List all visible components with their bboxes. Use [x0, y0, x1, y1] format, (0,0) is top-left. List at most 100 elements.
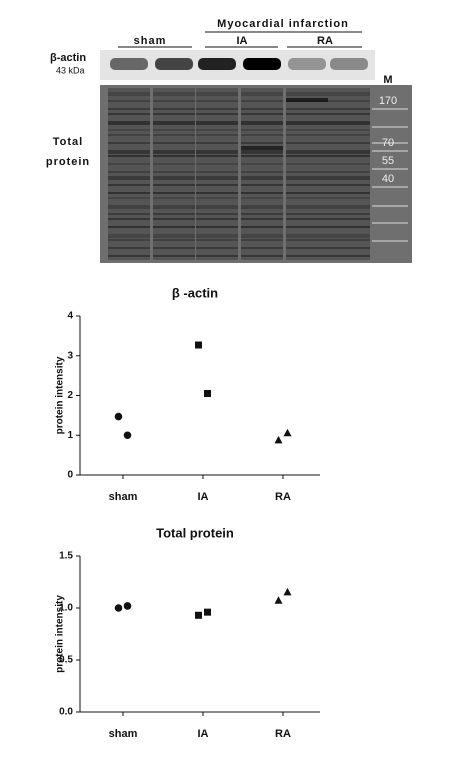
marker-size: 70: [382, 137, 394, 149]
lane-band: [328, 255, 370, 257]
lane-band: [108, 255, 150, 257]
lane-band: [108, 121, 150, 125]
lane: [108, 88, 150, 260]
lane-band: [241, 134, 283, 136]
lane-band: [286, 121, 328, 125]
lane-label: IA: [237, 35, 248, 47]
lane-band: [241, 184, 283, 186]
band: [243, 58, 281, 70]
lane-band: [286, 205, 328, 209]
lane-band: [241, 226, 283, 228]
lane-band: [196, 163, 238, 165]
lane-band: [153, 255, 195, 257]
data-point: [114, 604, 123, 612]
lane-band: [286, 192, 328, 194]
lane-band: [196, 134, 238, 136]
lane-band: [241, 142, 283, 144]
lane-band: [153, 234, 195, 238]
lane-band: [108, 218, 150, 220]
lane-band: [328, 113, 370, 115]
lane-band: [153, 150, 195, 154]
lane-band: [328, 226, 370, 228]
lane-band: [108, 184, 150, 186]
lane-band: [241, 150, 283, 154]
lane: [286, 88, 328, 260]
lane-band: [108, 108, 150, 110]
data-point: [123, 431, 132, 440]
lane-band: [108, 247, 150, 249]
lane-band: [241, 129, 283, 131]
lane-band: [286, 98, 328, 102]
data-point: [283, 587, 292, 596]
lane-band: [241, 239, 283, 241]
ladder-band: [372, 126, 408, 128]
lane-band: [153, 192, 195, 194]
lane-band: [196, 184, 238, 186]
lane-band: [196, 213, 238, 215]
lane-band: [286, 155, 328, 157]
lane-band: [153, 197, 195, 199]
x-tick-label: IA: [198, 491, 209, 503]
lane-band: [328, 234, 370, 238]
lane-band: [108, 150, 150, 154]
lane-band: [241, 192, 283, 194]
band: [155, 58, 193, 70]
lane-band: [286, 184, 328, 186]
lane-band: [241, 121, 283, 125]
lane-band: [286, 218, 328, 220]
lane-band: [108, 234, 150, 238]
y-tick-label: 4: [67, 311, 73, 322]
lane-band: [286, 226, 328, 228]
data-point: [123, 602, 132, 610]
y-axis-label: protein intensity: [55, 595, 66, 673]
lane-band: [328, 155, 370, 157]
data-point: [283, 428, 292, 437]
lane-band: [328, 163, 370, 165]
lane-band: [241, 108, 283, 110]
lane-band: [328, 205, 370, 209]
lane-band: [328, 239, 370, 241]
lane-band: [286, 113, 328, 115]
lane-band: [108, 213, 150, 215]
lane-band: [196, 100, 238, 102]
lane-band: [196, 234, 238, 238]
lane-band: [108, 129, 150, 131]
lane-band: [108, 100, 150, 102]
lane-band: [286, 163, 328, 165]
lane-band: [153, 239, 195, 241]
lane-band: [108, 155, 150, 157]
ladder-band: [372, 186, 408, 188]
lane-band: [196, 150, 238, 154]
x-tick-label: sham: [109, 728, 138, 740]
lane-band: [108, 113, 150, 115]
lane-band: [153, 155, 195, 157]
lane-band: [153, 108, 195, 110]
y-tick-label: 0.5: [59, 655, 73, 666]
lane-band: [241, 218, 283, 220]
lane-band: [153, 176, 195, 180]
lane-band: [108, 142, 150, 144]
y-tick-label: 0: [67, 470, 73, 481]
x-tick-label: sham: [109, 491, 138, 503]
lane-band: [108, 197, 150, 199]
lane: [241, 88, 283, 260]
lane: [328, 88, 370, 260]
lane-band: [108, 205, 150, 209]
lane-band: [241, 176, 283, 180]
lane-band: [328, 100, 370, 102]
lane-band: [286, 171, 328, 173]
lane-band: [196, 171, 238, 173]
lane-band: [286, 247, 328, 249]
lane: [153, 88, 195, 260]
lane-band: [196, 121, 238, 125]
y-tick-label: 1.5: [59, 551, 73, 562]
ladder-band: [372, 222, 408, 224]
lane-band: [328, 213, 370, 215]
lane-band: [241, 197, 283, 199]
ladder-band: [372, 142, 408, 144]
lane-band: [196, 155, 238, 157]
lane-band: [328, 247, 370, 249]
lane-band: [286, 142, 328, 144]
lane-band: [241, 255, 283, 257]
